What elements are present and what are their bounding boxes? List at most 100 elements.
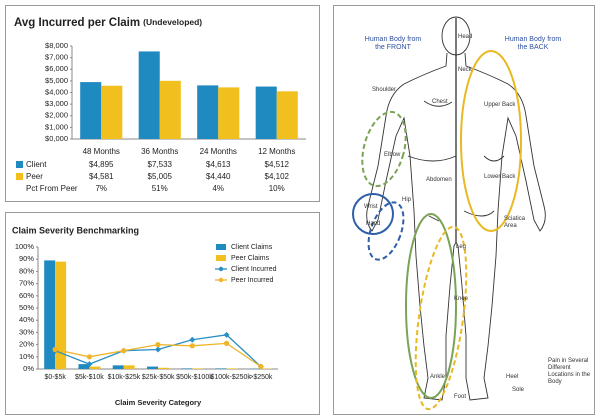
x-tick-label: $25k-$50k	[141, 374, 175, 381]
bar	[44, 260, 56, 369]
body-part-label: Head	[458, 34, 473, 40]
legend-label: Peer	[26, 172, 43, 181]
bar	[55, 261, 67, 369]
body-part-label: Shoulder	[372, 87, 397, 93]
marker	[189, 336, 196, 343]
view-title: Human Body from the FRONT	[364, 36, 422, 51]
legend-label: Client	[26, 160, 47, 169]
table-cell: 51%	[152, 184, 168, 193]
x-tick-label: $0-$5k	[44, 374, 66, 381]
legend-swatch	[216, 255, 226, 261]
body-part-label: Lower Back	[484, 174, 516, 180]
incurred-chart: Avg Incurred per Claim (Undeveloped) $0,00…	[14, 17, 306, 193]
bar	[89, 366, 101, 369]
body-part-label: Heel	[506, 374, 519, 380]
value-label: $4,440	[206, 172, 231, 181]
bar	[101, 85, 123, 139]
body-panel: Human Body from the FRONT Human Body from…	[333, 5, 595, 415]
upper-back-circle	[460, 50, 522, 232]
x-tick-label: 36 Months	[141, 147, 178, 156]
y-tick-label: 10%	[19, 352, 34, 361]
severity-panel: Claim Severity Benchmarking 0% 10% 20% 30% 40…	[5, 212, 320, 415]
bar	[226, 368, 238, 369]
marker	[258, 363, 264, 370]
bar	[159, 80, 181, 139]
marker	[52, 346, 58, 353]
body-part-label: Knee	[454, 296, 469, 302]
value-label: $4,512	[265, 160, 290, 169]
marker	[86, 361, 93, 368]
y-tick-label: $7,000	[45, 53, 68, 62]
bar	[192, 368, 204, 369]
marker	[121, 348, 127, 354]
y-tick-label: 60%	[19, 291, 34, 300]
body-part-label: Wrist	[364, 204, 378, 210]
body-part-label: Ankle	[430, 374, 446, 380]
bar	[218, 87, 240, 139]
y-tick-label: 90%	[19, 254, 34, 263]
body-part-label: Neck	[458, 67, 472, 73]
legend-label: Client Claims	[231, 244, 273, 251]
severity-chart: Claim Severity Benchmarking 0% 10% 20% 30% 40…	[12, 225, 278, 373]
body-outline	[366, 16, 546, 401]
hand-circle	[367, 201, 405, 261]
x-tick-label: >$250k	[249, 374, 273, 381]
body-diagram	[352, 16, 546, 411]
x-tick-label: 24 Months	[200, 147, 237, 156]
diagram-note: Pain in Several Different Locations in t…	[548, 358, 591, 385]
bar	[255, 86, 277, 139]
bar	[147, 366, 158, 369]
bar	[78, 364, 90, 369]
chart-title: Claim Severity Benchmarking	[12, 225, 139, 235]
x-axis-title: Claim Severity Category	[114, 398, 202, 407]
table-row-label: Pct From Peer	[26, 184, 78, 193]
wrist-circle	[352, 193, 394, 235]
bar	[158, 367, 169, 369]
bar	[276, 91, 298, 139]
table-cell: 7%	[95, 184, 107, 193]
y-tick-label: 80%	[19, 266, 34, 275]
body-part-label: Sole	[512, 387, 525, 393]
y-tick-label: $8,000	[45, 41, 68, 50]
y-tick-label: 70%	[19, 279, 34, 288]
y-tick-label: 100%	[15, 242, 35, 251]
bar	[215, 368, 227, 369]
x-tick-label: $100k-$250k	[210, 374, 251, 381]
y-tick-label: $0,000	[45, 134, 68, 143]
bar	[80, 82, 102, 139]
legend-label: Peer Claims	[231, 255, 270, 262]
table-cell: 4%	[212, 184, 224, 193]
x-tick-label: $5k-$10k	[75, 374, 104, 381]
x-tick-label: 12 Months	[258, 147, 295, 156]
elbow-circle	[361, 110, 407, 188]
body-part-label: Upper Back	[484, 102, 516, 108]
bar	[138, 51, 160, 139]
value-label: $4,102	[265, 172, 290, 181]
y-tick-label: $1,000	[45, 122, 68, 131]
y-tick-label: 30%	[19, 327, 34, 336]
marker	[189, 343, 195, 349]
body-part-label: Hip	[402, 197, 412, 203]
bar	[123, 365, 135, 369]
x-tick-label: $10k-$25k	[107, 374, 141, 381]
marker	[223, 340, 230, 346]
y-tick-label: $2,000	[45, 111, 68, 120]
y-tick-label: 50%	[19, 303, 34, 312]
y-tick-label: 40%	[19, 315, 34, 324]
body-part-label: Hand	[366, 221, 381, 227]
leg-dashed-circle	[414, 225, 468, 411]
marker	[86, 354, 93, 360]
value-label: $5,005	[148, 172, 173, 181]
value-label: $4,613	[206, 160, 231, 169]
marker	[223, 331, 230, 338]
y-tick-label: $4,000	[45, 87, 68, 96]
y-tick-label: $5,000	[45, 76, 68, 85]
legend-marker	[218, 266, 224, 272]
y-tick-label: $6,000	[45, 64, 68, 73]
y-tick-label: 20%	[19, 340, 34, 349]
value-label: $4,895	[89, 160, 114, 169]
bar	[181, 368, 193, 369]
y-tick-label: 0%	[23, 364, 34, 373]
subtitle-text: (Undeveloped)	[143, 17, 202, 27]
